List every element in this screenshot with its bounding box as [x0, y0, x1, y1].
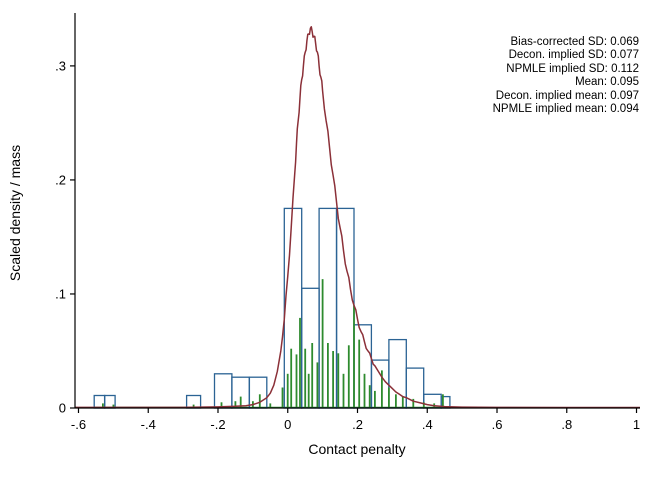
x-tick-label: .2: [352, 417, 363, 432]
histogram-bar: [335, 207, 355, 409]
y-tick-label: .2: [55, 172, 66, 187]
x-axis-label: Contact penalty: [308, 441, 405, 457]
stat-line-npmle-implied-mean: NPMLE implied mean: 0.094: [492, 103, 639, 116]
stat-line-decon-implied-sd: Decon. implied SD: 0.077: [508, 49, 639, 62]
histogram-bar: [213, 373, 233, 409]
x-tick-label: .8: [561, 417, 572, 432]
y-tick-label: 0: [59, 401, 66, 416]
x-tick-label: .4: [422, 417, 433, 432]
density-curve: [75, 26, 640, 409]
x-tick-label: -.4: [141, 417, 156, 432]
x-tick-label: .6: [492, 417, 503, 432]
x-tick-label: -.6: [71, 417, 86, 432]
stat-line-npmle-implied-sd: NPMLE implied SD: 0.112: [506, 62, 639, 75]
stats-annotation: Bias-corrected SD: 0.069 Decon. implied …: [493, 36, 639, 116]
x-tick-label: 0: [284, 417, 291, 432]
stat-line-bias-corrected-sd: Bias-corrected SD: 0.069: [510, 36, 639, 48]
y-tick-label: .3: [55, 58, 66, 73]
y-axis-label: Scaled density / mass: [7, 145, 23, 281]
y-tick-label: .1: [55, 286, 66, 301]
x-tick-label: 1: [633, 417, 640, 432]
stat-line-mean: Mean: 0.095: [575, 76, 639, 89]
stat-line-decon-implied-mean: Decon. implied mean: 0.097: [495, 89, 639, 102]
x-tick-label: -.2: [210, 417, 225, 432]
